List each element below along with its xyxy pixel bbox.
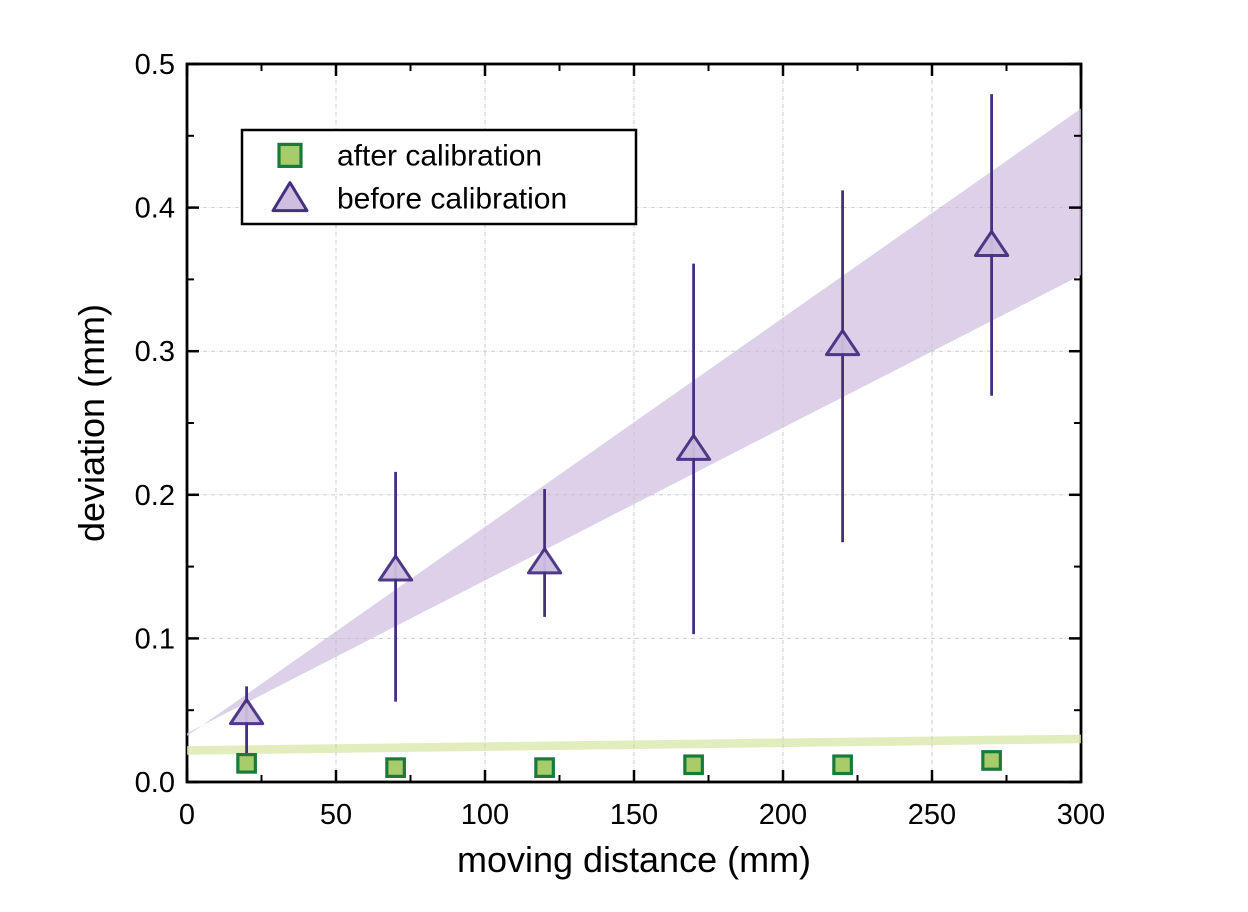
svg-text:0.4: 0.4 xyxy=(135,193,175,225)
svg-text:deviation (mm): deviation (mm) xyxy=(71,304,112,542)
svg-text:0.0: 0.0 xyxy=(135,767,175,799)
svg-text:0: 0 xyxy=(179,799,195,831)
svg-text:moving distance (mm): moving distance (mm) xyxy=(457,839,811,880)
svg-text:0.2: 0.2 xyxy=(135,480,175,512)
svg-text:250: 250 xyxy=(908,799,956,831)
svg-text:200: 200 xyxy=(759,799,807,831)
svg-text:150: 150 xyxy=(610,799,658,831)
svg-text:0.5: 0.5 xyxy=(135,49,175,81)
svg-text:after calibration: after calibration xyxy=(337,139,542,172)
svg-text:before calibration: before calibration xyxy=(337,183,567,216)
svg-text:300: 300 xyxy=(1057,799,1105,831)
svg-text:0.3: 0.3 xyxy=(135,336,175,368)
svg-text:50: 50 xyxy=(320,799,352,831)
svg-text:100: 100 xyxy=(461,799,509,831)
svg-text:0.1: 0.1 xyxy=(135,623,175,655)
